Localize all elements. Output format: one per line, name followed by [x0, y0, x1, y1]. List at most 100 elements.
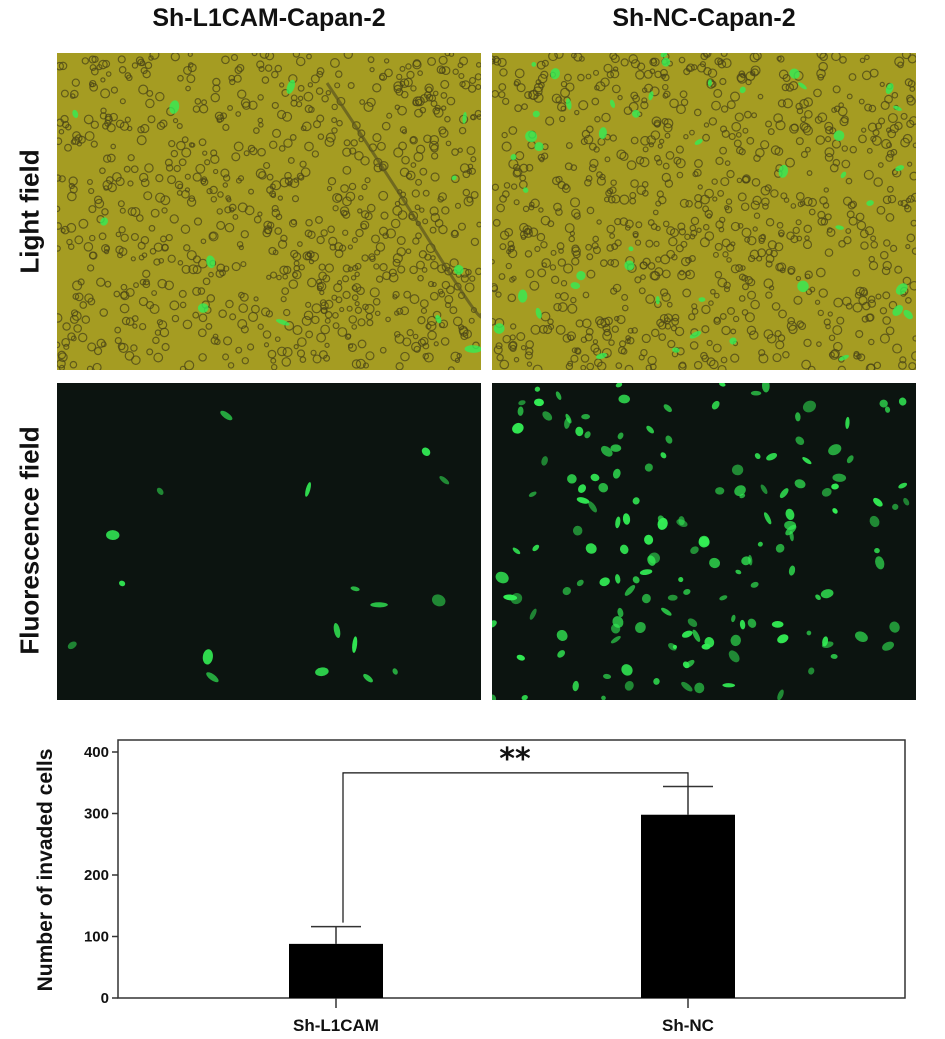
fluorescent-cell	[599, 577, 610, 587]
fluorescent-cell	[678, 576, 684, 583]
fluorescent-cell	[517, 289, 528, 303]
fluorescent-cell	[600, 445, 613, 457]
fluorescent-cell	[808, 667, 815, 675]
fluorescent-cell	[535, 307, 542, 319]
fluorescent-cell	[828, 444, 842, 456]
fluorescent-cell	[525, 130, 538, 143]
fluorescent-cell	[646, 425, 655, 434]
fluorescent-cell	[576, 579, 584, 587]
fluorescent-cell	[615, 574, 621, 584]
fluorescent-cell	[632, 576, 640, 584]
fluorescent-cell	[730, 634, 741, 647]
fluorescent-cell	[798, 82, 807, 90]
fluorescent-cell	[156, 487, 164, 495]
fluorescent-cell	[903, 309, 913, 320]
fluorescent-cell	[797, 280, 809, 293]
fluorescent-cell	[802, 457, 812, 465]
fluorescent-cell	[682, 661, 690, 669]
fluorescent-cell	[707, 79, 712, 87]
fluorescent-cell	[431, 594, 446, 607]
fluorescent-cell	[510, 154, 517, 161]
fluorescent-cell	[220, 410, 233, 421]
fluorescent-cell	[435, 314, 442, 324]
fluorescent-cell	[534, 142, 544, 152]
fluorescent-cell	[644, 463, 653, 472]
fluorescent-cell	[493, 323, 505, 334]
fluorescent-cell	[648, 552, 660, 564]
significance-label: **	[499, 742, 531, 777]
fluorescent-cell	[893, 105, 902, 111]
fluorescent-cell	[528, 491, 537, 497]
y-tick-label: 200	[84, 867, 109, 884]
fluorescent-cell	[492, 694, 497, 700]
fluorescent-cell	[350, 586, 360, 592]
fluorescent-cell	[694, 682, 705, 694]
fluorescent-cell	[898, 482, 908, 489]
fluorescence-field-sh-nc-image	[492, 383, 916, 700]
fluorescent-cell	[67, 641, 77, 650]
fluorescent-cell	[534, 386, 541, 392]
fluorescent-cell	[731, 464, 744, 476]
fluorescent-cell	[660, 53, 668, 58]
fluorescent-cell	[603, 673, 612, 680]
fluorescent-cell	[421, 447, 431, 456]
fluorescent-cell	[598, 482, 609, 493]
fluorescent-cell	[286, 79, 296, 94]
fluorescent-cell	[100, 217, 108, 226]
fluorescent-cell	[892, 503, 899, 510]
fluorescent-cell	[585, 543, 597, 554]
fluorescent-cell	[815, 594, 821, 601]
column-title-sh-l1cam: Sh-L1CAM-Capan-2	[152, 4, 386, 32]
fluorescent-cell	[734, 485, 746, 497]
y-tick-label: 400	[84, 744, 109, 761]
fluorescent-cell	[333, 622, 341, 638]
y-axis-label: Number of invaded cells	[34, 749, 57, 992]
fluorescent-cell	[777, 634, 789, 644]
fluorescent-cell	[820, 589, 834, 599]
fluorescent-cell	[875, 556, 885, 570]
fluorescent-cell	[747, 618, 757, 628]
bar-sh-nc	[641, 814, 735, 998]
fluorescent-cell	[632, 497, 640, 505]
fluorescent-cell	[711, 400, 720, 410]
fluorescent-cell	[621, 664, 633, 676]
fluorescent-cell	[206, 255, 216, 269]
fluorescent-cell	[840, 171, 847, 179]
fluorescent-cell	[788, 565, 796, 576]
fluorescent-cell	[550, 68, 560, 80]
fluorescent-cell	[874, 548, 880, 554]
fluorescent-cell	[739, 86, 746, 94]
fluorescent-cell	[624, 680, 634, 691]
fluorescent-cell	[719, 595, 728, 601]
fluorescent-cell	[462, 111, 467, 124]
fluorescent-cell	[644, 534, 654, 545]
fluorescent-cell	[821, 641, 834, 648]
fluorescent-cell	[866, 200, 874, 206]
fluorescent-cell	[687, 618, 698, 627]
fluorescent-cell	[541, 456, 548, 466]
fluorescent-cell	[794, 479, 806, 489]
fluorescent-cell	[750, 390, 762, 396]
fluorescent-cell	[683, 588, 691, 595]
fluorescent-cell	[903, 497, 910, 506]
fluorescent-cell	[617, 432, 624, 440]
fluorescent-cell	[596, 352, 608, 360]
fluorescent-cell	[601, 695, 606, 700]
fluorescent-cell	[106, 530, 120, 541]
fluorescent-cell	[517, 406, 524, 416]
fluorescent-cell	[632, 109, 640, 118]
fluorescent-cell	[206, 672, 219, 683]
row-label-fluorescence-field: Fluorescence field	[14, 426, 45, 655]
fluorescent-cell	[202, 649, 213, 665]
fluorescent-cell	[575, 426, 584, 437]
fluorescent-cell	[532, 544, 540, 552]
fluorescent-cell	[681, 681, 693, 692]
fluorescent-cell	[581, 414, 591, 420]
fluorescent-cell	[522, 187, 529, 193]
y-tick-label: 100	[84, 929, 109, 946]
fluorescent-cell	[795, 436, 805, 446]
fluorescent-cell	[855, 631, 868, 643]
fluorescent-cell	[832, 508, 838, 514]
fluorescent-cell	[661, 607, 672, 616]
fluorescent-cell	[785, 508, 795, 520]
